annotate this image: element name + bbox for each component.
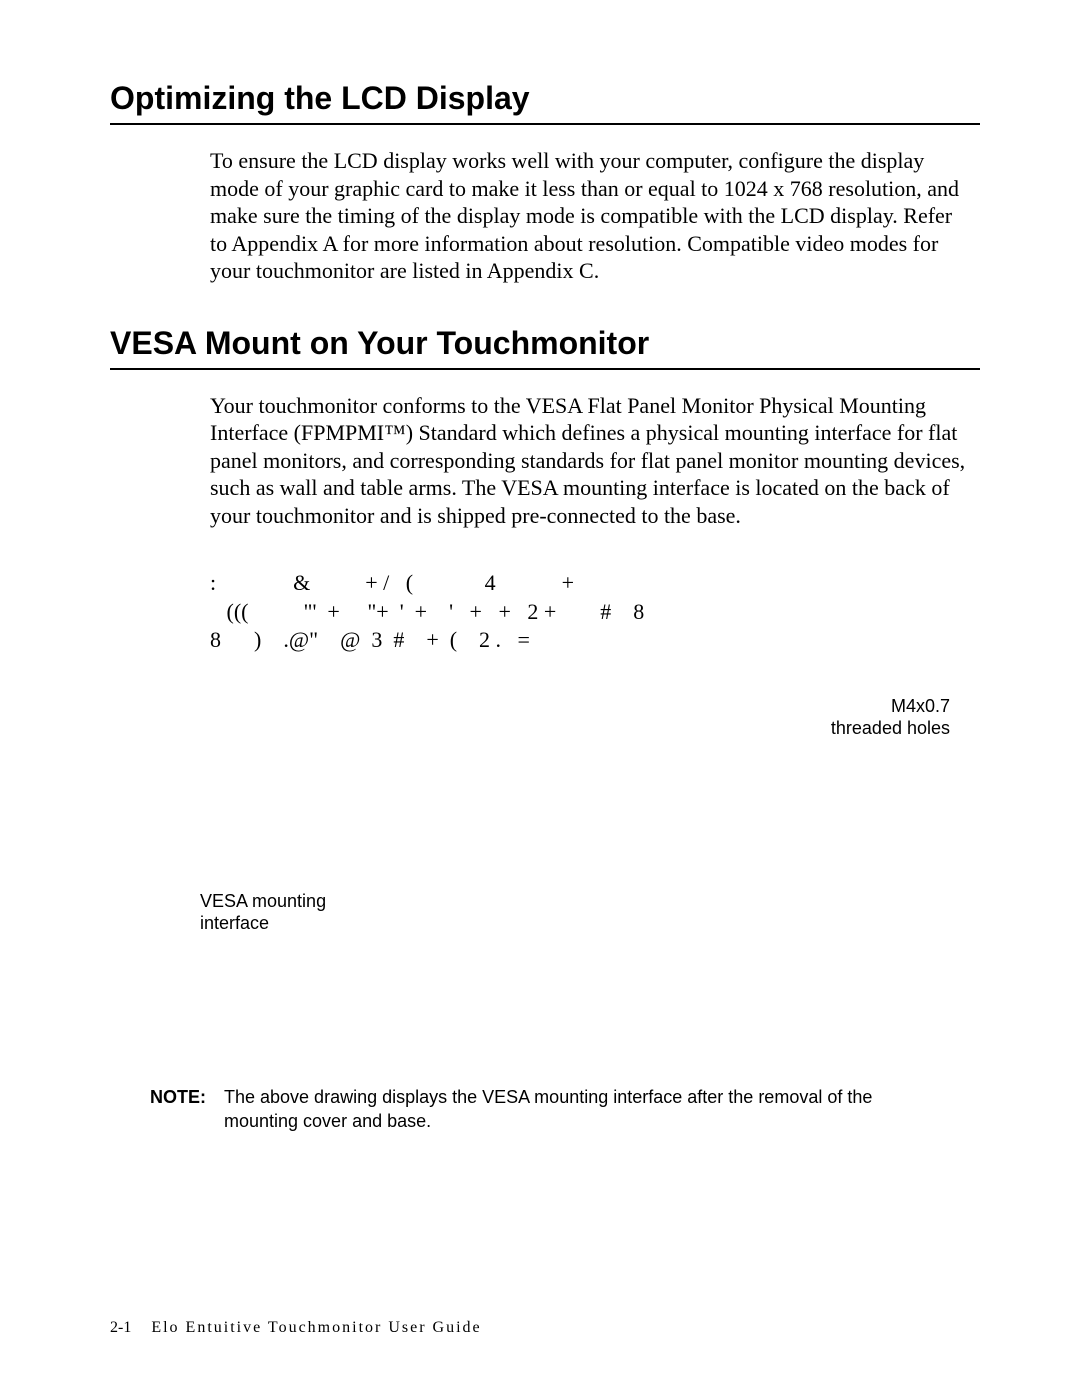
page-footer: 2-1 Elo Entuitive Touchmonitor User Guid… [110,1319,482,1337]
label-threaded-holes: M4x0.7 threaded holes [110,695,950,740]
note-text: The above drawing displays the VESA moun… [224,1085,950,1134]
label-vesa-mounting: VESA mounting [200,891,326,911]
label-interface: interface [200,913,269,933]
heading-vesa: VESA Mount on Your Touchmonitor [110,325,980,370]
para-vesa: Your touchmonitor conforms to the VESA F… [210,392,970,530]
label-m4: M4x0.7 [891,696,950,716]
para-optimizing: To ensure the LCD display works well wit… [210,147,970,285]
label-vesa-interface: VESA mounting interface [200,890,980,935]
heading-optimizing: Optimizing the LCD Display [110,80,980,125]
garbled-text: : & + / ( 4 + ((( "' + "+ ' + ' + + 2 + … [210,569,980,655]
note-block: NOTE: The above drawing displays the VES… [150,1085,980,1134]
footer-page-number: 2-1 [110,1319,131,1336]
note-label: NOTE: [150,1085,206,1134]
label-threaded: threaded holes [831,718,950,738]
footer-title: Elo Entuitive Touchmonitor User Guide [151,1319,481,1336]
